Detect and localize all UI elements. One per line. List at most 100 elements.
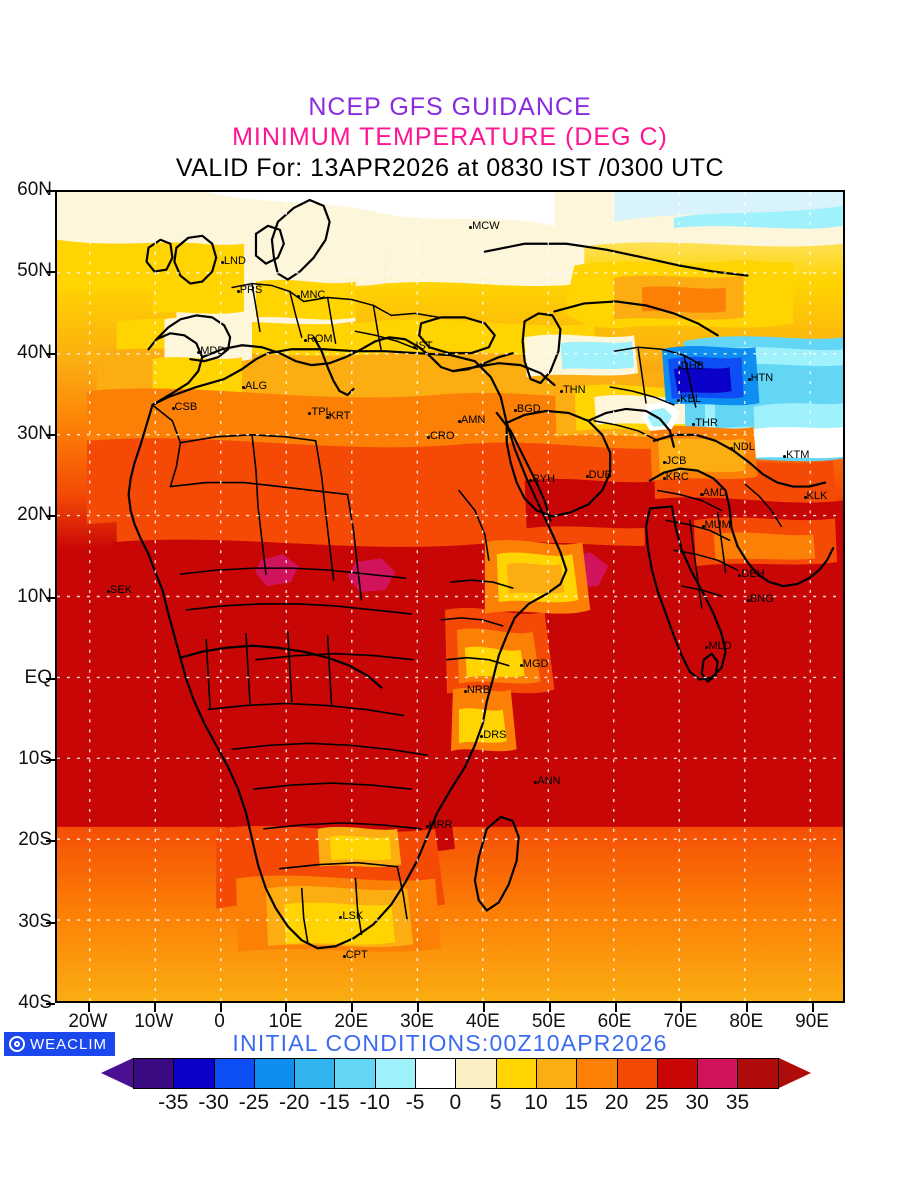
colorbar-swatch: [495, 1058, 538, 1089]
colorbar-swatch: [535, 1058, 578, 1089]
colorbar[interactable]: -35 -30 -25 -20 -15 -10 -5 0 5 10 15 20 25 30 35: [0, 1058, 900, 1148]
x-tick-mark: [614, 1003, 617, 1012]
y-tick-label: 10S: [18, 748, 52, 770]
city-marker: [534, 781, 538, 785]
city-label: IST: [415, 340, 433, 353]
forecast-map[interactable]: MCW LND PRS MNC ROM MDD IST CSB ALG TPL KRT CRO AMN B…: [55, 190, 845, 1003]
colorbar-swatch: [616, 1058, 659, 1089]
x-tick-mark: [351, 1003, 354, 1012]
y-tick-label: 20S: [18, 829, 52, 851]
x-tick-label: 60E: [597, 1011, 632, 1032]
colorbar-tick: -20: [279, 1091, 310, 1114]
title-valid-time: VALID For: 13APR2026 at 0830 IST /0300 U…: [175, 154, 725, 182]
city-marker: [308, 412, 312, 416]
city-label: DEH: [741, 568, 765, 581]
colorbar-swatch: [697, 1058, 739, 1089]
x-tick-mark: [417, 1003, 420, 1012]
x-tick-mark: [285, 1003, 288, 1012]
x-tick-label: 20W: [68, 1011, 108, 1032]
city-label: KLK: [806, 490, 828, 503]
x-tick-label: 50E: [531, 1011, 566, 1032]
y-tick-mark: [46, 433, 55, 436]
city-marker: [738, 574, 742, 578]
x-tick-label: 40E: [466, 1011, 500, 1032]
x-tick-mark: [87, 1003, 90, 1012]
initial-conditions-text: INITIAL CONDITIONS:00Z10APR2026: [232, 1030, 668, 1056]
city-label-layer: MCW LND PRS MNC ROM MDD IST CSB ALG TPL KRT CRO AMN B…: [57, 192, 843, 1001]
colorbar-tick-labels: -35 -30 -25 -20 -15 -10 -5 0 5 10 15 20 25 30 35: [0, 1091, 900, 1121]
city-marker: [529, 478, 533, 482]
city-marker: [463, 690, 467, 694]
y-tick-label: 60N: [17, 179, 52, 200]
colorbar-tick: -35: [158, 1091, 189, 1114]
colorbar-tick: -10: [359, 1091, 390, 1114]
coastline-overlay: [127, 198, 835, 950]
colorbar-swatch: [213, 1058, 256, 1089]
colorbar-tick: 10: [524, 1091, 548, 1114]
city-marker: [513, 409, 517, 413]
x-tick-label: 30E: [400, 1011, 434, 1032]
y-tick-label: 40N: [17, 341, 52, 363]
city-label: CPT: [345, 949, 368, 962]
colorbar-swatch: [737, 1058, 780, 1089]
x-tick-label: 10E: [268, 1011, 303, 1032]
y-tick-mark: [46, 352, 55, 355]
city-label: PRS: [239, 283, 263, 296]
city-marker: [519, 663, 523, 667]
colorbar-swatch: [656, 1058, 699, 1089]
colorbar-cells: [133, 1058, 780, 1089]
city-marker: [480, 735, 484, 739]
colorbar-tick: -15: [319, 1091, 350, 1114]
city-label: ANN: [537, 775, 561, 788]
y-tick-label: 30N: [17, 422, 52, 444]
city-label: SEK: [110, 584, 133, 597]
colorbar-swatch: [415, 1058, 457, 1089]
city-label: HTN: [750, 372, 774, 385]
chart-title-block: NCEP GFS GUIDANCE MINIMUM TEMPERATURE (D…: [0, 92, 900, 184]
x-tick-mark: [482, 1003, 485, 1012]
colorbar-swatch: [374, 1058, 417, 1089]
city-label: BNG: [749, 592, 774, 605]
colorbar-swatch: [133, 1058, 175, 1089]
colorbar-tick: 5: [489, 1091, 502, 1114]
city-marker: [241, 386, 245, 390]
city-label: HRR: [428, 818, 453, 831]
x-tick-label: 20E: [334, 1011, 369, 1032]
y-tick-mark: [46, 840, 55, 843]
y-tick-mark: [46, 921, 55, 924]
colorbar-over-arrow: [779, 1058, 812, 1088]
city-label: KBL: [680, 393, 701, 406]
city-marker: [559, 389, 563, 393]
x-tick-mark: [153, 1003, 156, 1012]
city-label: ALG: [244, 380, 267, 393]
city-label: MDD: [200, 345, 226, 358]
city-label: TPL: [311, 406, 332, 419]
city-marker: [729, 447, 733, 451]
city-marker: [803, 496, 807, 500]
circle-logo-icon: [9, 1036, 25, 1052]
city-marker: [469, 226, 473, 230]
y-tick-mark: [46, 271, 55, 274]
city-label: KTM: [786, 448, 810, 461]
x-tick-label: 90E: [795, 1011, 829, 1032]
city-marker: [426, 435, 430, 439]
colorbar-tick: 30: [685, 1091, 709, 1114]
x-tick-mark: [548, 1003, 551, 1012]
city-marker: [692, 422, 696, 426]
city-label: AMN: [460, 414, 486, 427]
colorbar-swatch: [455, 1058, 498, 1089]
colorbar-tick: -30: [198, 1091, 229, 1114]
city-marker: [107, 590, 111, 594]
city-marker: [662, 461, 666, 465]
city-marker: [425, 824, 429, 828]
city-marker: [297, 295, 301, 299]
colorbar-swatch: [576, 1058, 619, 1089]
city-marker: [677, 365, 681, 369]
temperature-raster: [57, 192, 843, 1001]
city-marker: [746, 598, 750, 602]
weaclim-badge[interactable]: WEACLIM: [4, 1032, 116, 1056]
y-tick-mark: [46, 515, 55, 518]
city-label: LSK: [342, 909, 364, 922]
city-marker: [220, 261, 224, 265]
y-tick-mark: [46, 596, 55, 599]
